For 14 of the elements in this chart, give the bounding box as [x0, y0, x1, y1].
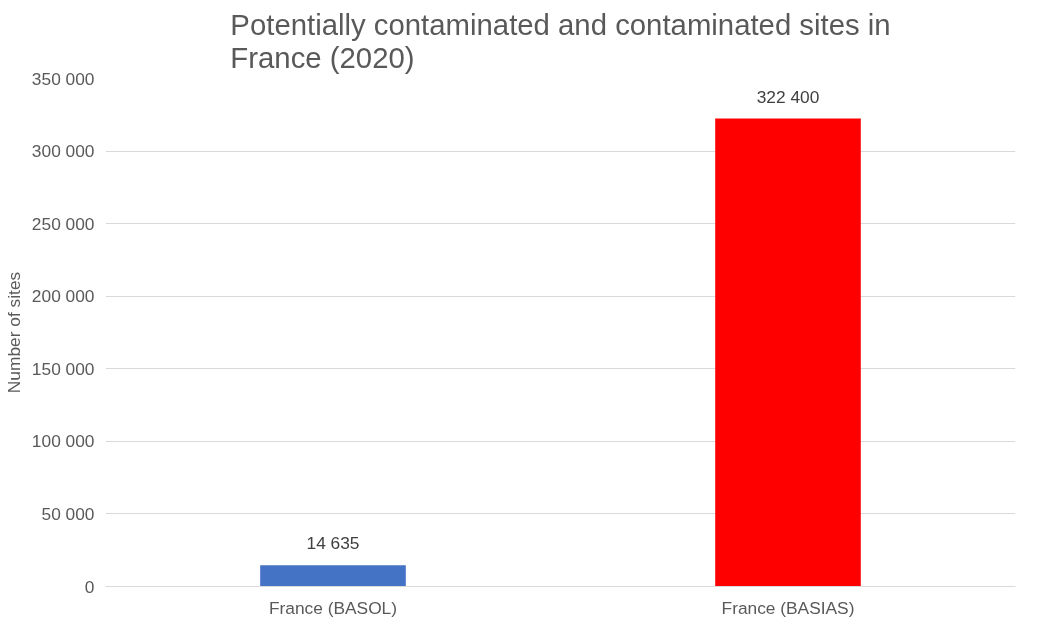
y-axis-title: Number of sites — [3, 271, 24, 394]
y-tick-label: 50 000 — [41, 503, 95, 524]
x-tick-label: France (BASIAS) — [721, 597, 855, 618]
y-tick-label: 200 000 — [31, 286, 95, 307]
y-tick-label: 150 000 — [31, 358, 95, 379]
y-tick-label: 350 000 — [31, 68, 95, 89]
y-tick-label: 300 000 — [31, 141, 95, 162]
data-label: 322 400 — [756, 86, 820, 107]
y-tick-label: 250 000 — [31, 213, 95, 234]
y-tick-label: 100 000 — [31, 431, 95, 452]
data-label: 14 635 — [306, 533, 360, 554]
chart-title: Potentially contaminated and contaminated sites in France (2020) — [230, 7, 891, 74]
y-tick-label: 0 — [84, 576, 95, 597]
x-tick-label: France (BASOL) — [268, 597, 398, 618]
